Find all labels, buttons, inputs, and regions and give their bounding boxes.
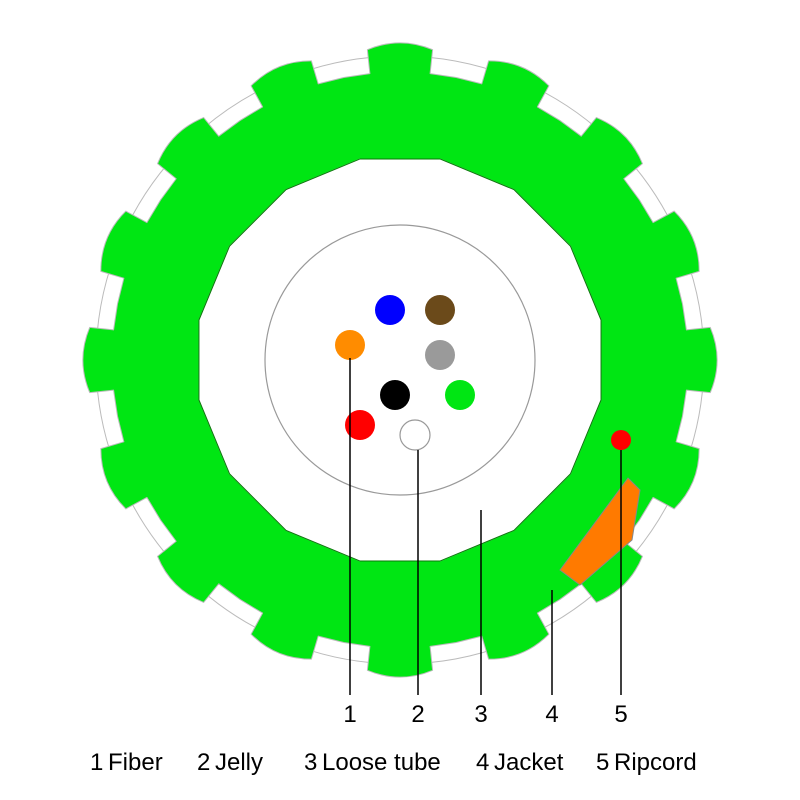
leader-number-3: 3 [474, 701, 487, 728]
legend-num-1: 1 [90, 749, 103, 776]
legend-label-4: Jacket [494, 749, 564, 776]
ripcord-dot [611, 430, 631, 450]
fiber-blue [375, 295, 405, 325]
legend-label-3: Loose tube [322, 749, 441, 776]
legend-num-5: 5 [596, 749, 609, 776]
leader-number-2: 2 [411, 701, 424, 728]
leader-number-4: 4 [545, 701, 558, 728]
loose-tube [265, 225, 535, 495]
leader-number-5: 5 [614, 701, 627, 728]
legend-num-3: 3 [304, 749, 317, 776]
legend-num-4: 4 [476, 749, 489, 776]
fiber-black [380, 380, 410, 410]
fiber-gray [425, 340, 455, 370]
fiber-white [400, 420, 430, 450]
fiber-orange [335, 330, 365, 360]
legend-label-2: Jelly [215, 749, 263, 776]
fiber-brown [425, 295, 455, 325]
legend-label-5: Ripcord [614, 749, 697, 776]
leader-number-1: 1 [343, 701, 356, 728]
fiber-green [445, 380, 475, 410]
legend-label-1: Fiber [108, 749, 163, 776]
legend-num-2: 2 [197, 749, 210, 776]
